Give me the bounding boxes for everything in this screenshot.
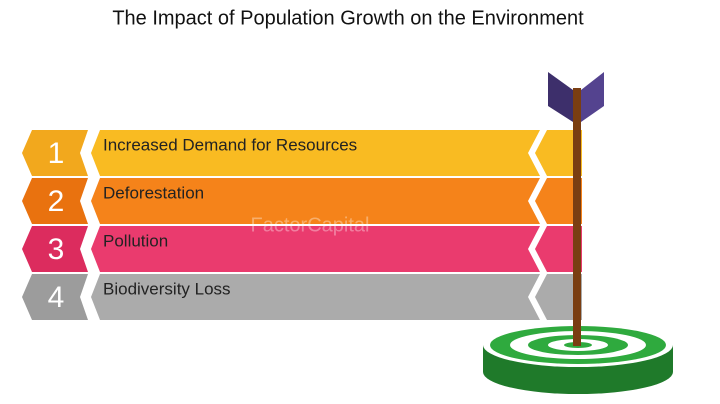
band-tail [535,178,582,224]
band-tail [535,226,582,272]
band [91,274,540,320]
band-tail [535,130,582,176]
number-box [22,178,88,224]
title: The Impact of Population Growth on the E… [112,7,584,29]
number-box [22,130,88,176]
number-box [22,226,88,272]
item-number: 4 [48,281,65,314]
rows: 1 Increased Demand for Resources 2 Deforest… [22,130,582,320]
band [91,178,540,224]
watermark: FactorCapital [251,214,370,236]
band [91,130,540,176]
arrow-shaft [573,88,581,346]
item-number: 2 [48,185,65,218]
item-label: Deforestation [103,183,204,202]
item-number: 1 [48,137,65,170]
number-box [22,274,88,320]
arrow-fletching [581,72,604,122]
item-label: Pollution [103,231,168,250]
item-number: 3 [48,233,65,266]
target [483,323,673,394]
item-label: Increased Demand for Resources [103,135,357,154]
band [91,226,540,272]
arrow-fletching [548,72,573,122]
item-label: Biodiversity Loss [103,279,231,298]
band-tail [535,274,582,320]
